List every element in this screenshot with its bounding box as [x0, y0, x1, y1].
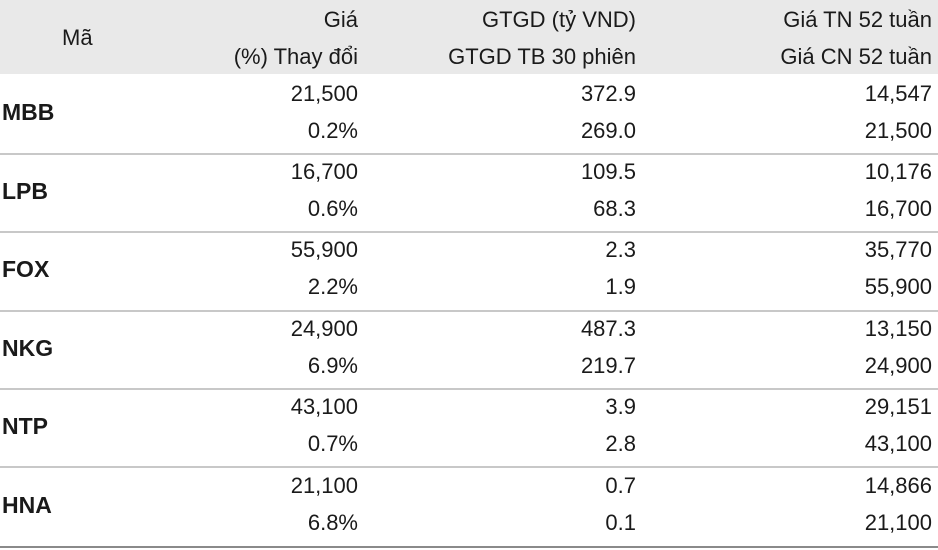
change-cell: 6.8%: [307, 510, 358, 535]
change-cell: 0.7%: [307, 431, 358, 456]
gtgd-tb-cell: 68.3: [593, 196, 636, 221]
gtgd-cell: 372.9: [580, 81, 636, 106]
high52-cell: 21,100: [864, 510, 932, 535]
high52-cell: 55,900: [864, 274, 932, 299]
low52-cell: 10,176: [864, 159, 932, 184]
low52-cell: 29,151: [864, 394, 932, 419]
high52-cell: 16,700: [864, 196, 932, 221]
gtgd-tb-cell: 0.1: [605, 510, 636, 535]
header-gtgd-tb: GTGD TB 30 phiên: [448, 44, 636, 69]
header-gtgd: GTGD (tỷ VND): [482, 7, 636, 32]
low52-cell: 35,770: [864, 237, 932, 262]
low52-cell: 14,547: [864, 81, 932, 106]
gtgd-cell: 487.3: [580, 316, 636, 341]
row-divider: [0, 466, 938, 468]
gtgd-tb-cell: 269.0: [580, 118, 636, 143]
low52-cell: 14,866: [864, 473, 932, 498]
gtgd-tb-cell: 2.8: [605, 431, 636, 456]
change-cell: 0.2%: [307, 118, 358, 143]
gtgd-cell: 3.9: [605, 394, 636, 419]
high52-cell: 21,500: [864, 118, 932, 143]
gtgd-tb-cell: 219.7: [580, 353, 636, 378]
gtgd-cell: 109.5: [580, 159, 636, 184]
price-cell: 43,100: [290, 394, 358, 419]
header-ma: Mã: [62, 25, 93, 50]
row-divider: [0, 310, 938, 312]
stock-code: FOX: [2, 256, 50, 282]
change-cell: 6.9%: [307, 353, 358, 378]
table-bottom-border: [0, 546, 938, 548]
change-cell: 2.2%: [307, 274, 358, 299]
change-cell: 0.6%: [307, 196, 358, 221]
gtgd-cell: 2.3: [605, 237, 636, 262]
price-cell: 16,700: [290, 159, 358, 184]
table-header: Mã Giá (%) Thay đổi GTGD (tỷ VND) GTGD T…: [0, 0, 938, 74]
row-divider: [0, 388, 938, 390]
gtgd-tb-cell: 1.9: [605, 274, 636, 299]
header-gia-cn: Giá CN 52 tuần: [780, 44, 932, 69]
header-gia: Giá: [323, 7, 358, 32]
stock-code: NKG: [2, 335, 54, 361]
high52-cell: 43,100: [864, 431, 932, 456]
stock-code: HNA: [2, 492, 52, 518]
row-divider: [0, 231, 938, 233]
price-cell: 55,900: [290, 237, 358, 262]
low52-cell: 13,150: [864, 316, 932, 341]
stock-code: NTP: [2, 413, 48, 439]
header-gia-tn: Giá TN 52 tuần: [783, 7, 932, 32]
row-divider: [0, 153, 938, 155]
price-cell: 24,900: [290, 316, 358, 341]
price-cell: 21,500: [290, 81, 358, 106]
stock-code: LPB: [2, 178, 48, 204]
high52-cell: 24,900: [864, 353, 932, 378]
stock-code: MBB: [2, 99, 55, 125]
header-thay-doi: (%) Thay đổi: [233, 44, 358, 69]
gtgd-cell: 0.7: [605, 473, 636, 498]
price-cell: 21,100: [290, 473, 358, 498]
